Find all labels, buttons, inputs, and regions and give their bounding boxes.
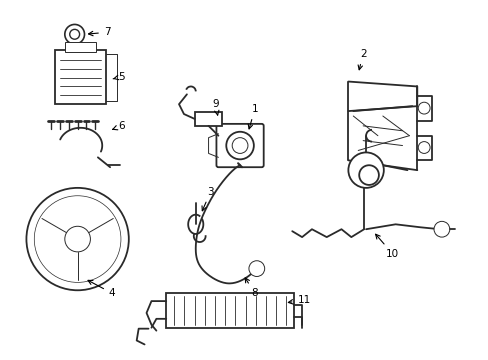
Text: 8: 8 xyxy=(244,278,258,298)
Text: 5: 5 xyxy=(113,72,125,82)
Text: 4: 4 xyxy=(88,280,115,298)
Text: 3: 3 xyxy=(202,187,213,211)
Text: 2: 2 xyxy=(357,49,366,70)
Circle shape xyxy=(248,261,264,276)
Circle shape xyxy=(347,152,383,188)
Circle shape xyxy=(417,141,429,153)
Text: 10: 10 xyxy=(375,234,398,259)
Circle shape xyxy=(65,226,90,252)
Bar xyxy=(194,112,222,126)
Text: 1: 1 xyxy=(248,104,258,129)
Text: 11: 11 xyxy=(288,295,310,305)
Text: 6: 6 xyxy=(113,121,125,131)
Bar xyxy=(55,50,106,104)
Circle shape xyxy=(433,221,449,237)
Circle shape xyxy=(34,196,121,282)
Bar xyxy=(65,42,96,52)
Text: 9: 9 xyxy=(212,99,219,115)
Circle shape xyxy=(226,132,253,159)
Bar xyxy=(166,293,294,328)
Circle shape xyxy=(70,30,80,39)
Text: 7: 7 xyxy=(88,27,110,37)
FancyBboxPatch shape xyxy=(216,124,263,167)
Circle shape xyxy=(417,102,429,114)
Circle shape xyxy=(65,24,84,44)
Circle shape xyxy=(26,188,128,290)
Circle shape xyxy=(232,138,247,153)
Circle shape xyxy=(359,165,378,185)
